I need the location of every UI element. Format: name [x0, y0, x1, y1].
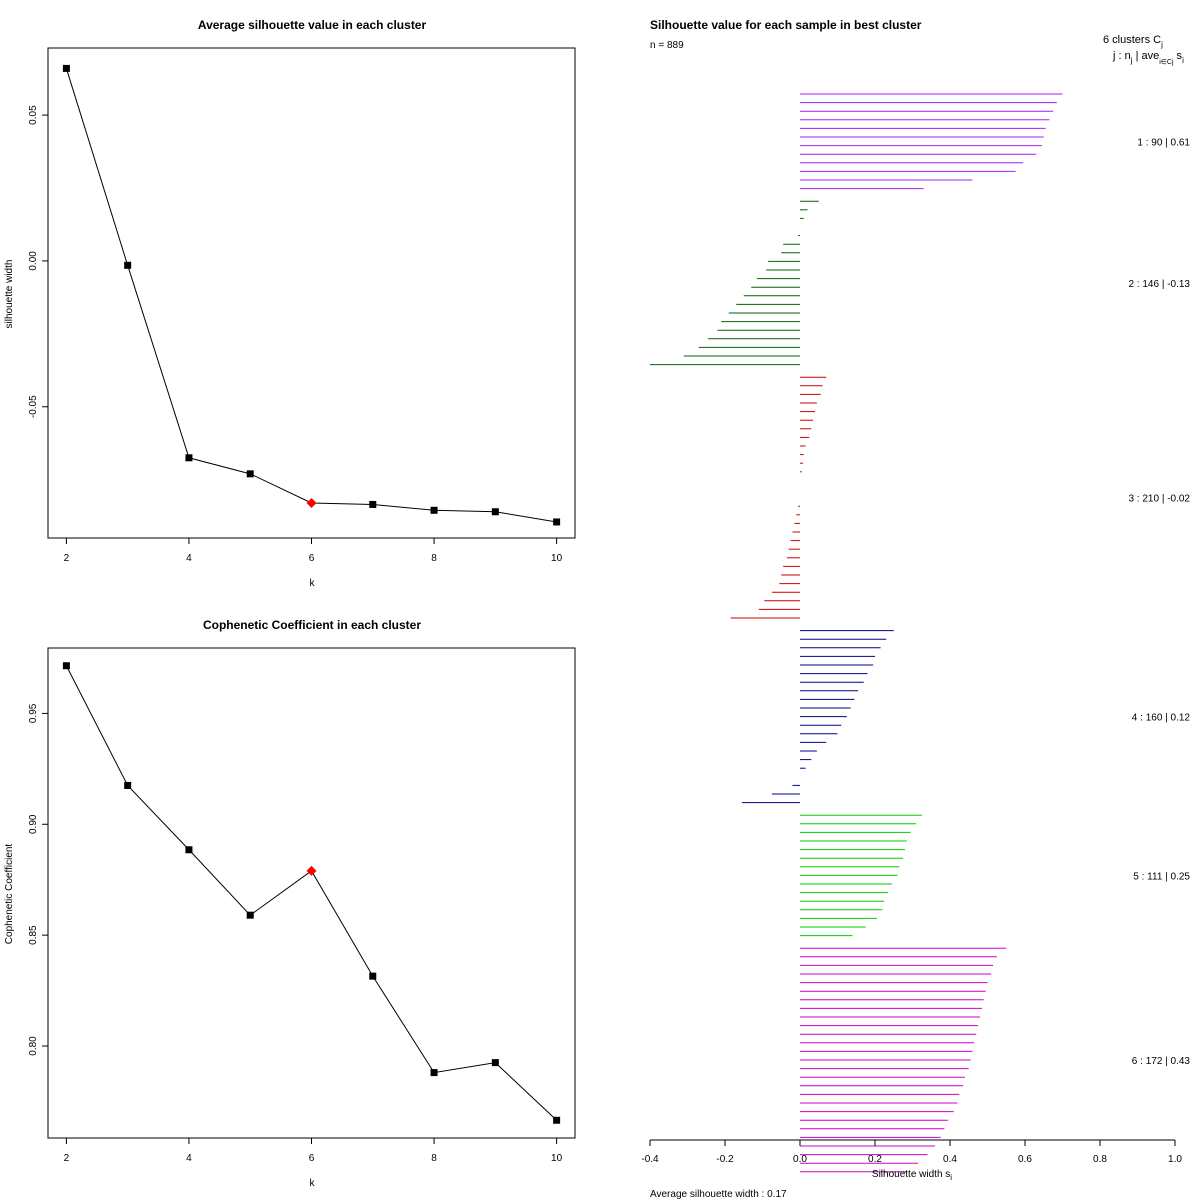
avg-silhouette-y-tick-label: 0.05	[28, 105, 39, 125]
avg-silhouette-y-axis: -0.05 0.00 0.05	[28, 105, 48, 418]
cophenetic-series	[62, 662, 561, 1124]
cophenetic-point	[124, 781, 132, 789]
avg-silhouette-point-highlight	[306, 498, 317, 508]
sample-count: n = 889	[650, 40, 684, 51]
cophenetic-point	[185, 846, 193, 854]
cophenetic-title: Cophenetic Coefficient in each cluster	[203, 618, 421, 632]
silhouette-x-tick-label: 0.4	[943, 1154, 957, 1165]
silhouette-x-tick-label: 1.0	[1168, 1154, 1182, 1165]
avg-silhouette-plot-box	[47, 47, 576, 539]
silhouette-x-tick-label: 0.0	[793, 1154, 807, 1165]
silhouette-x-tick-label: -0.4	[641, 1154, 659, 1165]
cophenetic-line	[65, 665, 557, 1121]
avg-silhouette-point	[553, 518, 561, 526]
cluster-label-5: 5 : 111 | 0.25	[1133, 871, 1190, 882]
silhouette-samples-panel: Silhouette value for each sample in best…	[641, 18, 1190, 1200]
avg-silhouette-series	[62, 64, 561, 526]
silhouette-samples-title: Silhouette value for each sample in best…	[650, 18, 922, 32]
legend-header-line2: j : nj | avei∈Cj si	[1112, 50, 1184, 66]
silhouette-x-label: Silhouette width si	[872, 1169, 952, 1182]
silhouette-bars	[650, 93, 1063, 1173]
cophenetic-point	[62, 662, 70, 670]
avg-silhouette-panel: Average silhouette value in each cluster…	[4, 18, 576, 589]
cluster-label-3: 3 : 210 | -0.02	[1128, 494, 1190, 505]
avg-silhouette-point	[246, 470, 254, 478]
avg-silhouette-x-tick-label: 10	[551, 553, 563, 564]
silhouette-x-tick-label: 0.8	[1093, 1154, 1107, 1165]
cophenetic-x-tick-label: 8	[431, 1153, 437, 1164]
avg-silhouette-y-tick-label: -0.05	[28, 395, 39, 418]
avg-silhouette-point	[62, 64, 70, 72]
cluster-labels: 1 : 90 | 0.61 2 : 146 | -0.13 3 : 210 | -0…	[1128, 137, 1190, 1067]
cophenetic-y-tick-label: 0.95	[28, 703, 39, 723]
avg-silhouette-point	[430, 506, 438, 514]
cophenetic-x-axis: 2 4 6 8 10	[64, 1138, 563, 1164]
avg-silhouette-x-label: k	[310, 578, 316, 589]
cophenetic-x-tick-label: 4	[186, 1153, 192, 1164]
cophenetic-point	[430, 1069, 438, 1077]
silhouette-x-axis: -0.4 -0.2 0.0 0.2 0.4 0.6 0.8 1.0	[641, 1140, 1182, 1165]
cophenetic-x-label: k	[310, 1178, 316, 1189]
cophenetic-point	[246, 911, 254, 919]
cophenetic-y-tick-label: 0.80	[28, 1036, 39, 1056]
cluster-label-1: 1 : 90 | 0.61	[1137, 137, 1190, 148]
avg-silhouette-point	[369, 500, 377, 508]
cophenetic-x-tick-label: 6	[309, 1153, 315, 1164]
cophenetic-x-tick-label: 10	[551, 1153, 563, 1164]
cophenetic-point	[491, 1059, 499, 1067]
avg-silhouette-point	[124, 261, 132, 269]
avg-silhouette-x-axis: 2 4 6 8 10	[64, 538, 563, 564]
average-silhouette-width: Average silhouette width : 0.17	[650, 1189, 787, 1200]
silhouette-x-tick-label: 0.2	[868, 1154, 882, 1165]
cophenetic-point	[369, 972, 377, 980]
cluster-label-4: 4 : 160 | 0.12	[1132, 713, 1191, 724]
cophenetic-x-tick-label: 2	[64, 1153, 70, 1164]
cluster-label-6: 6 : 172 | 0.43	[1132, 1056, 1191, 1067]
avg-silhouette-title: Average silhouette value in each cluster	[198, 18, 427, 32]
legend-header-line1: 6 clusters Cj	[1103, 34, 1163, 49]
avg-silhouette-x-tick-label: 8	[431, 553, 437, 564]
avg-silhouette-y-label: silhouette width	[4, 260, 15, 329]
cophenetic-y-tick-label: 0.90	[28, 814, 39, 834]
avg-silhouette-line	[65, 68, 557, 523]
avg-silhouette-x-tick-label: 6	[309, 553, 315, 564]
cluster-label-2: 2 : 146 | -0.13	[1128, 279, 1190, 290]
cophenetic-y-axis: 0.80 0.85 0.90 0.95	[28, 703, 48, 1056]
cophenetic-y-label: Cophenetic Coefficient	[4, 844, 15, 945]
silhouette-x-tick-label: 0.6	[1018, 1154, 1032, 1165]
cophenetic-panel: Cophenetic Coefficient in each cluster 2…	[4, 618, 576, 1189]
cophenetic-point-highlight	[306, 865, 317, 876]
avg-silhouette-x-tick-label: 4	[186, 553, 192, 564]
avg-silhouette-y-tick-label: 0.00	[28, 251, 39, 271]
avg-silhouette-point	[185, 454, 193, 462]
avg-silhouette-point	[491, 508, 499, 516]
cophenetic-point	[553, 1116, 561, 1124]
cophenetic-y-tick-label: 0.85	[28, 925, 39, 945]
silhouette-x-tick-label: -0.2	[716, 1154, 734, 1165]
avg-silhouette-x-tick-label: 2	[64, 553, 70, 564]
